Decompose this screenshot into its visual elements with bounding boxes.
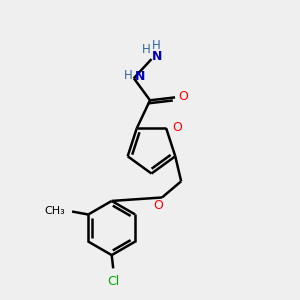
Text: O: O bbox=[173, 121, 182, 134]
Text: Cl: Cl bbox=[107, 275, 119, 288]
Text: O: O bbox=[178, 90, 188, 103]
Text: O: O bbox=[154, 199, 164, 212]
Text: H: H bbox=[152, 39, 161, 52]
Text: H: H bbox=[142, 43, 151, 56]
Text: N: N bbox=[152, 50, 163, 63]
Text: H: H bbox=[124, 69, 132, 82]
Text: N: N bbox=[134, 70, 145, 83]
Text: CH₃: CH₃ bbox=[44, 206, 65, 216]
